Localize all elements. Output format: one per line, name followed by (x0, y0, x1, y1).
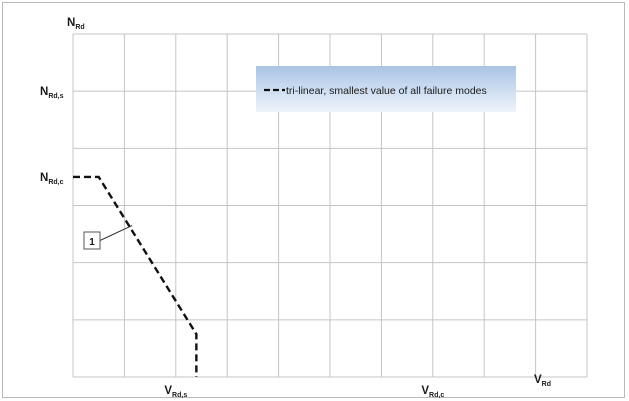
x-axis-title: VRd (534, 374, 551, 388)
y-tick-label: NRd,s (40, 86, 64, 100)
legend: tri-linear, smallest value of all failur… (256, 66, 516, 112)
annotation-box (83, 231, 101, 250)
chart-frame (2, 2, 625, 398)
legend-box (256, 66, 516, 112)
x-tick-label: VRd,s (164, 385, 187, 399)
y-tick-label: NRd,c (40, 172, 64, 186)
x-tick-label: VRd,c (421, 385, 444, 399)
y-axis-title: NRd (67, 17, 85, 31)
annotation-leader (99, 225, 133, 241)
series-line (73, 175, 198, 377)
annotation-label: 1 (89, 237, 95, 248)
grid (72, 33, 588, 378)
legend-entry: tri-linear, smallest value of all failur… (286, 85, 487, 97)
